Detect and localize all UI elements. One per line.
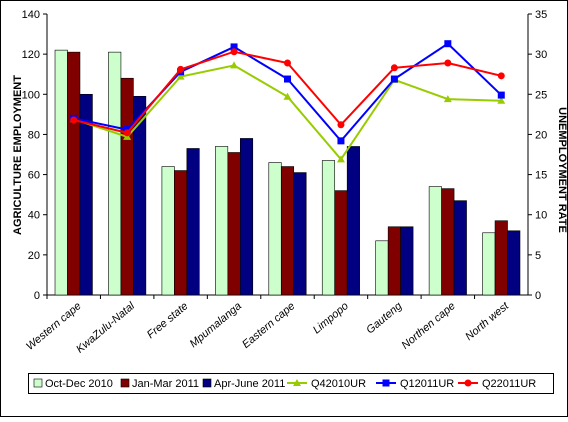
line-marker — [230, 48, 238, 56]
bar — [54, 49, 68, 296]
line-marker — [336, 155, 345, 163]
bar — [161, 166, 175, 296]
line-marker — [497, 72, 505, 80]
y-tick-label: 40 — [28, 210, 40, 222]
line-marker — [293, 379, 301, 386]
line-marker — [337, 137, 345, 145]
bar — [334, 190, 348, 296]
line-marker — [443, 95, 452, 103]
line-marker — [283, 92, 292, 100]
y2-tick-label: 35 — [535, 9, 547, 21]
bar — [507, 230, 521, 296]
legend-label: Oct-Dec 2010 — [45, 378, 113, 390]
bar — [186, 148, 200, 296]
legend-swatch — [33, 378, 43, 388]
line-marker — [337, 121, 345, 129]
bar — [133, 95, 147, 296]
legend-label: Apr-June 2011 — [214, 378, 285, 390]
bar — [441, 188, 455, 296]
y-axis-title: AGRICULTURE EMPLOYMENT — [12, 75, 24, 235]
y2-tick-label: 20 — [535, 129, 547, 141]
line-marker — [497, 91, 505, 99]
line-marker — [230, 43, 238, 51]
bar — [482, 232, 496, 296]
line-marker — [123, 132, 132, 140]
line-marker — [284, 59, 291, 67]
y-tick-label: 100 — [22, 89, 40, 101]
y2-axis-title: UNEMPLOYMENT RATE — [556, 107, 568, 233]
line-marker — [390, 75, 398, 83]
y-tick-label: 60 — [28, 170, 40, 182]
line-marker — [123, 129, 131, 137]
y2-tick-label: 10 — [535, 210, 547, 222]
bar — [239, 138, 254, 296]
line-marker — [70, 116, 78, 124]
y-tick-label: 80 — [28, 129, 40, 141]
bar — [67, 51, 81, 296]
y2-tick-label: 15 — [535, 170, 547, 182]
legend-label: Jan-Mar 2011 — [132, 378, 199, 390]
line-marker — [230, 61, 239, 69]
legend-swatch — [202, 378, 212, 388]
y-tick-label: 20 — [28, 250, 40, 262]
legend-label: Q12011UR — [400, 378, 454, 390]
bar — [400, 226, 414, 296]
line-marker — [464, 379, 472, 387]
y-tick-label: 0 — [34, 290, 40, 302]
bar — [375, 240, 389, 296]
y2-tick-label: 0 — [535, 290, 541, 302]
bar — [453, 200, 467, 296]
legend-swatch — [120, 378, 130, 388]
y-tick-label: 140 — [22, 9, 40, 21]
line-marker — [390, 64, 398, 72]
line-marker — [444, 40, 452, 48]
line-marker — [284, 75, 291, 83]
bar — [346, 146, 360, 296]
line-marker — [177, 65, 185, 73]
bar — [280, 166, 295, 296]
y2-tick-label: 25 — [535, 89, 547, 101]
line-marker — [444, 59, 452, 67]
bar — [215, 146, 229, 296]
line-marker — [497, 96, 506, 104]
legend-label: Q22011UR — [482, 378, 536, 390]
bar — [268, 162, 282, 296]
y2-tick-label: 5 — [535, 250, 541, 262]
bar — [428, 186, 442, 296]
legend-label: Q42010UR — [311, 378, 366, 390]
bar — [387, 226, 401, 296]
y-tick-label: 120 — [22, 49, 40, 61]
bar — [79, 93, 93, 296]
bar — [120, 77, 134, 296]
y2-tick-label: 30 — [535, 49, 547, 61]
line-marker — [382, 379, 390, 387]
bar — [293, 172, 307, 296]
bar — [227, 152, 241, 296]
bar — [108, 51, 122, 296]
bar — [494, 220, 508, 296]
line-marker — [176, 72, 185, 80]
bar — [321, 160, 336, 296]
bar — [174, 170, 188, 296]
